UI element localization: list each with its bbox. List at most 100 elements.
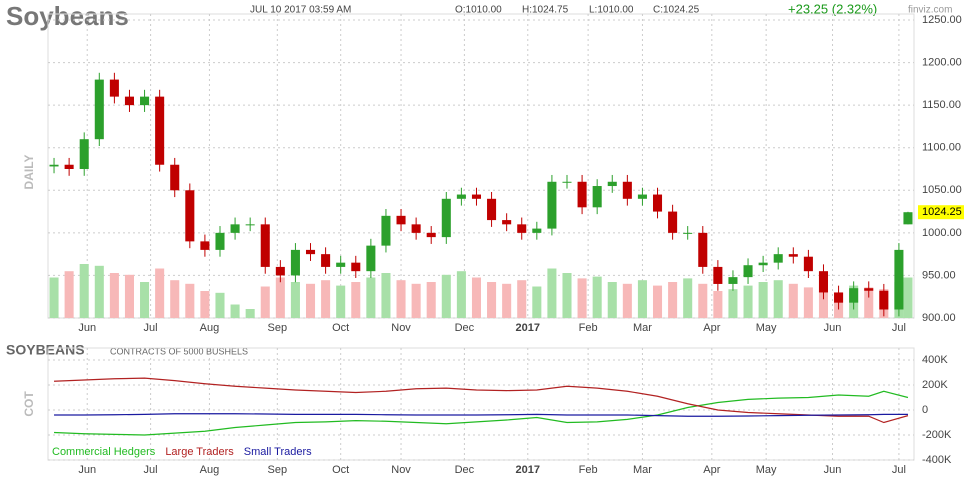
- volume-bar: [381, 273, 391, 318]
- x-tick-label: Sep: [268, 322, 288, 334]
- x-tick-label: Sep: [268, 464, 288, 476]
- legend-entry: Large Traders: [165, 446, 234, 458]
- y-tick-label: 1050.00: [922, 184, 962, 196]
- volume-bar: [487, 282, 497, 318]
- volume-bar: [411, 283, 421, 318]
- y-tick-label: 950.00: [922, 269, 956, 281]
- candle-body: [290, 249, 300, 276]
- volume-bar: [124, 274, 134, 318]
- candle-body: [788, 254, 798, 257]
- candle-body: [637, 194, 647, 199]
- x-tick-label: Jul: [144, 322, 158, 334]
- volume-bar: [426, 282, 436, 318]
- y-tick-label: 900.00: [922, 312, 956, 324]
- x-tick-label: Apr: [703, 322, 720, 334]
- candle-body: [818, 271, 829, 293]
- candle-body: [864, 288, 874, 291]
- volume-bar: [260, 286, 270, 318]
- y-tick-label: 200K: [922, 379, 948, 391]
- volume-bar: [698, 283, 708, 318]
- candle-body: [140, 96, 150, 106]
- volume-bar: [396, 280, 406, 318]
- candle-body: [305, 249, 316, 255]
- candle-body: [487, 198, 497, 221]
- candle-body: [155, 96, 165, 165]
- x-tick-label: Jun: [824, 322, 842, 334]
- x-tick-label: Aug: [200, 322, 220, 334]
- candle-body: [456, 194, 466, 199]
- y-label: DAILY: [22, 155, 36, 190]
- candle-body: [517, 224, 527, 233]
- x-tick-label: Dec: [455, 464, 475, 476]
- candle-body: [879, 290, 889, 310]
- volume-bar: [532, 286, 542, 318]
- candle-body: [411, 224, 421, 233]
- x-tick-label: Dec: [455, 322, 475, 334]
- volume-bar: [683, 278, 693, 318]
- volume-bar: [200, 291, 210, 318]
- x-tick-label: Nov: [391, 322, 411, 334]
- volume-bar: [743, 285, 753, 318]
- candle-body: [230, 224, 240, 233]
- volume-bar: [607, 282, 617, 318]
- x-tick-label: 2017: [516, 464, 540, 476]
- last-price-label: 1024.25: [922, 206, 962, 218]
- cot-line: [54, 390, 909, 436]
- source[interactable]: finviz.com: [908, 5, 952, 16]
- candle-body: [215, 232, 225, 250]
- candle-body: [728, 277, 738, 284]
- volume-bar: [758, 282, 768, 318]
- change: +23.25 (2.32%): [788, 1, 877, 16]
- volume-bar: [728, 289, 738, 318]
- cot-line: [54, 413, 908, 417]
- x-tick-label: 2017: [516, 322, 540, 334]
- candle-body: [381, 215, 391, 246]
- candle-body: [577, 181, 587, 208]
- candle-body: [622, 181, 632, 199]
- candle-body: [471, 194, 481, 199]
- volume-bar: [336, 285, 346, 318]
- candle-body: [109, 79, 119, 97]
- candle-body: [200, 241, 210, 250]
- candle-body: [49, 164, 59, 167]
- volume-bar: [79, 264, 89, 318]
- x-tick-label: Aug: [200, 464, 220, 476]
- high-label: H:1024.75: [522, 5, 569, 16]
- candle-body: [834, 292, 844, 303]
- legend-entry: Commercial Hedgers: [52, 446, 156, 458]
- candle-body: [260, 224, 270, 267]
- y-tick-label: 0: [922, 404, 928, 416]
- candle-body: [64, 164, 74, 169]
- x-tick-label: Mar: [633, 464, 652, 476]
- candle-body: [903, 212, 913, 225]
- y-tick-label: 1200.00: [922, 56, 962, 68]
- volume-bar: [155, 268, 165, 318]
- volume-bar: [818, 291, 829, 318]
- x-tick-label: Jun: [78, 322, 96, 334]
- cot-title: SOYBEANS: [6, 342, 85, 358]
- y-tick-label: 1100.00: [922, 142, 961, 154]
- candle-body: [170, 164, 180, 191]
- volume-bar: [562, 273, 572, 318]
- x-tick-label: Jun: [824, 464, 842, 476]
- volume-bar: [652, 285, 663, 318]
- candle-body: [351, 262, 361, 272]
- candle-body: [758, 262, 768, 266]
- candle-body: [562, 181, 572, 183]
- volume-bar: [351, 282, 361, 318]
- date: JUL 10 2017 03:59 AM: [250, 5, 351, 16]
- volume-bar: [502, 283, 512, 318]
- volume-bar: [637, 280, 647, 318]
- x-tick-label: Mar: [633, 322, 652, 334]
- volume-bar: [230, 304, 240, 318]
- y-tick-label: 400K: [922, 354, 948, 366]
- y-tick-label: 1250.00: [922, 14, 962, 26]
- plot-frame: [47, 347, 915, 461]
- candle-body: [94, 79, 104, 140]
- candle-body: [336, 262, 346, 267]
- volume-bar: [547, 268, 557, 318]
- volume-bar: [592, 276, 602, 318]
- low-label: L:1010.00: [589, 5, 634, 16]
- candle-body: [698, 232, 708, 267]
- volume-bar: [366, 277, 376, 318]
